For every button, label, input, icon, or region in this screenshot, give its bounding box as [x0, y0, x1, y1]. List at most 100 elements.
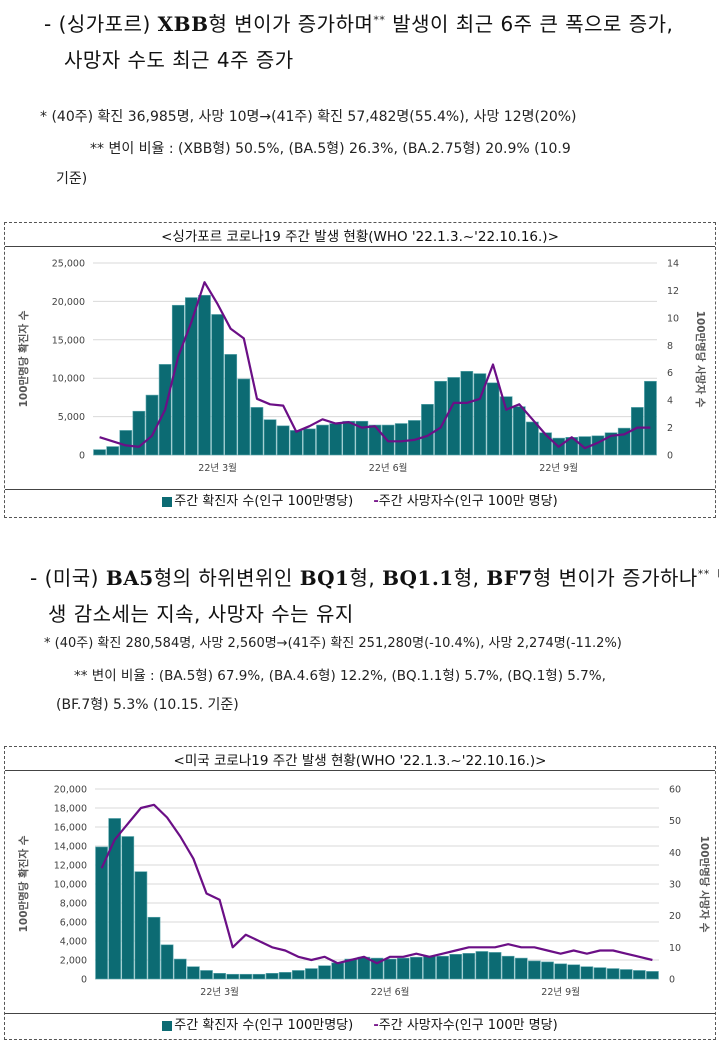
- cases-bar: [646, 971, 659, 980]
- legend-cases-label: 주간 확진자 수(인구 100만명당): [174, 494, 354, 509]
- cases-bar: [394, 423, 408, 456]
- cases-bar: [211, 314, 224, 456]
- singapore-chart-box: <싱가포르 코로나19 주간 발생 현황(WHO '22.1.3.~'22.10…: [4, 222, 716, 518]
- cases-bar: [410, 956, 423, 980]
- cases-bar: [539, 432, 552, 456]
- cases-bar: [200, 970, 213, 980]
- y2-tick-label: 4: [667, 396, 673, 407]
- usa-chart-box: <미국 코로나19 주간 발생 현황(WHO '22.1.3.~'22.10.1…: [4, 746, 716, 1040]
- y2-tick-label: 2: [667, 423, 673, 434]
- cases-bar: [291, 970, 305, 980]
- legend-deaths-label: 주간 사망자수(인구 100만 명당): [378, 494, 558, 509]
- cases-bar: [486, 382, 500, 456]
- cases-bar: [187, 966, 200, 980]
- usa-heading-line1: - (미국) BA5형의 하위변위인 BQ1형, BQ1.1형, BF7형 변이…: [30, 566, 719, 590]
- usa-note-2: ** 변이 비율 : (BA.5형) 67.9%, (BA.4.6형) 12.2…: [74, 668, 606, 684]
- cases-bar: [237, 378, 251, 456]
- usa-legend: 주간 확진자 수(인구 100만명당) -주간 사망자수(인구 100만 명당): [5, 1013, 715, 1038]
- deaths-line: [100, 803, 653, 965]
- y-tick-label: 20,000: [54, 785, 87, 796]
- y-tick-label: 0: [79, 451, 85, 462]
- x-tick-label: 22년 3월: [198, 462, 237, 474]
- y2-tick-label: 40: [669, 848, 681, 859]
- y-tick-label: 15,000: [52, 335, 85, 346]
- usa-chart: 0 2,000 4,000 6,000 8,000 10,000 12,000 14,000 1…: [17, 785, 711, 999]
- cases-bar: [119, 430, 133, 456]
- cases-bar: [252, 973, 266, 980]
- cases-bar: [630, 407, 644, 456]
- cases-bar: [108, 818, 122, 980]
- singapore-heading-line2: 사망자 수도 최근 4주 증가: [64, 48, 294, 72]
- cases-bar: [462, 953, 476, 980]
- y2-tick-label: 12: [667, 286, 679, 297]
- cases-bar: [278, 972, 292, 980]
- cases-bar: [93, 449, 106, 456]
- x-tick-label: 22년 9월: [541, 986, 580, 998]
- cases-bar: [567, 964, 581, 980]
- legend-deaths-swatch: -: [373, 494, 379, 509]
- cases-bar: [512, 406, 526, 456]
- cases-bar: [224, 354, 238, 456]
- usa-heading-line2: 생 감소세는 지속, 사망자 수는 유지: [48, 602, 354, 626]
- y2-tick-label: 30: [669, 880, 681, 891]
- cases-bar: [331, 962, 344, 980]
- x-tick-label: 22년 3월: [200, 986, 239, 998]
- y2-axis-title: 100만명당 사망자 수: [698, 836, 711, 933]
- usa-chart-title: <미국 코로나19 주간 발생 현황(WHO '22.1.3.~'22.10.1…: [5, 749, 715, 771]
- cases-bar: [554, 963, 567, 980]
- y2-tick-label: 0: [667, 451, 673, 462]
- singapore-note-2: ** 변이 비율 : (XBB형) 50.5%, (BA.5형) 26.3%, …: [90, 141, 571, 157]
- singapore-chart-title: <싱가포르 코로나19 주간 발생 현황(WHO '22.1.3.~'22.10…: [5, 225, 715, 247]
- y-tick-label: 6,000: [60, 918, 87, 929]
- y-tick-label: 0: [81, 975, 87, 986]
- cases-bar: [289, 430, 303, 456]
- x-tick-label: 22년 9월: [539, 462, 578, 474]
- legend-cases-label: 주간 확진자 수(인구 100만명당): [174, 1018, 354, 1033]
- cases-bar: [305, 968, 318, 980]
- cases-bar: [198, 294, 211, 456]
- cases-bar: [265, 973, 279, 980]
- y2-axis-title: 100만명당 사망자 수: [694, 311, 707, 408]
- cases-bar: [185, 297, 198, 456]
- cases-bar: [132, 410, 146, 456]
- legend-deaths-swatch: -: [373, 1018, 379, 1033]
- cases-bar: [514, 957, 528, 980]
- cases-bar: [106, 446, 120, 456]
- cases-bar: [396, 957, 410, 980]
- y2-tick-label: 6: [667, 368, 673, 379]
- cases-bar: [160, 944, 174, 980]
- y-tick-label: 8,000: [60, 899, 87, 910]
- y-tick-label: 20,000: [52, 297, 85, 308]
- cases-bar: [632, 970, 646, 980]
- cases-bar: [473, 373, 487, 456]
- cases-bar: [95, 846, 108, 980]
- cases-bar: [355, 420, 369, 456]
- y-tick-label: 4,000: [60, 937, 87, 948]
- cases-bar: [250, 407, 264, 456]
- cases-bar: [329, 423, 342, 456]
- cases-bar: [226, 973, 240, 980]
- cases-bar: [276, 425, 290, 456]
- cases-bar: [644, 380, 657, 456]
- y-tick-label: 25,000: [52, 259, 85, 270]
- cases-bar: [436, 955, 449, 980]
- cases-bar: [499, 396, 513, 456]
- usa-note-1: * (40주) 확진 280,584명, 사망 2,560명→(41주) 확진 …: [44, 636, 622, 651]
- cases-bar: [147, 916, 161, 980]
- cases-bar: [134, 871, 148, 980]
- cases-bar: [370, 957, 384, 980]
- y2-tick-label: 20: [669, 911, 681, 922]
- cases-bar: [606, 968, 620, 980]
- cases-bar: [475, 951, 489, 980]
- cases-bar: [239, 973, 253, 980]
- x-tick-label: 22년 6월: [369, 462, 408, 474]
- y-tick-label: 14,000: [54, 842, 87, 853]
- cases-bar: [501, 955, 515, 980]
- cases-bar: [619, 969, 633, 980]
- y2-tick-label: 0: [669, 975, 675, 986]
- cases-bar: [368, 424, 382, 456]
- cases-bar: [303, 428, 316, 456]
- cases-bar: [541, 961, 554, 980]
- cases-bar: [357, 956, 371, 980]
- singapore-chart: 0 5,000 10,000 15,000 20,000 25,000 0 2 4 6 8 10 12 1…: [17, 259, 707, 475]
